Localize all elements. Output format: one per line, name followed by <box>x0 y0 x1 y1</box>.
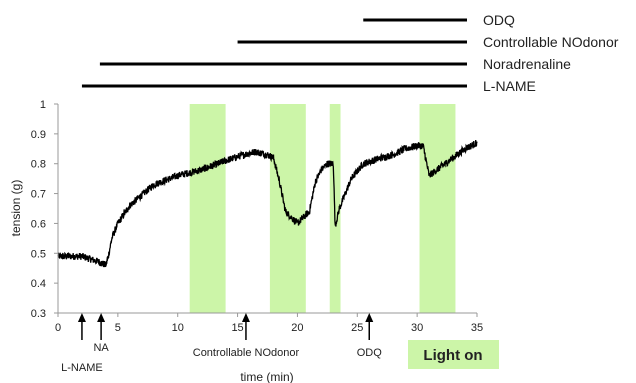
y-axis-label: tension (g) <box>9 180 23 237</box>
legend: Light on <box>408 340 499 369</box>
event-label: ODQ <box>357 347 383 359</box>
x-tick-label: 25 <box>351 322 363 334</box>
x-tick-label: 35 <box>471 322 483 334</box>
x-tick-label: 30 <box>411 322 423 334</box>
event-label: Controllable NOdonor <box>193 347 300 359</box>
tension-trace <box>57 140 478 268</box>
y-tick-label: 0.9 <box>31 129 46 141</box>
y-tick-label: 0.5 <box>31 248 46 260</box>
y-tick-label: 0.8 <box>31 159 46 171</box>
event-arrow-head <box>97 313 106 322</box>
event-label: L-NAME <box>61 362 103 374</box>
series-line <box>57 140 478 268</box>
event-arrow-head <box>241 313 250 322</box>
y-tick-label: 0.3 <box>31 308 46 320</box>
y-tick-label: 0.6 <box>31 218 46 230</box>
y-tick-label: 1 <box>40 99 46 111</box>
light-on-bands <box>189 104 456 313</box>
y-tick-label: 0.4 <box>31 278 46 290</box>
x-tick-label: 0 <box>55 322 61 334</box>
treatment-label: ODQ <box>483 12 515 28</box>
treatment-label: L-NAME <box>483 78 536 94</box>
event-label: NA <box>93 342 109 354</box>
event-arrow-head <box>365 313 374 322</box>
legend-swatch <box>408 340 499 369</box>
treatment-label: Controllable NOdonor <box>483 34 619 50</box>
treatment-bars: L-NAME Noradrenaline Controllable NOdonor O… <box>81 12 619 94</box>
y-tick-label: 0.7 <box>31 189 46 201</box>
light-on-band <box>189 104 226 313</box>
light-on-band <box>269 104 306 313</box>
axes: 0.30.40.50.60.70.80.910 5 10 15 20 25 30 35 <box>31 99 483 334</box>
x-tick-label: 20 <box>291 322 303 334</box>
x-tick-label: 10 <box>172 322 184 334</box>
x-axis-label: time (min) <box>240 370 293 383</box>
light-on-band <box>419 104 456 313</box>
legend-label: Light on <box>423 347 482 364</box>
event-markers: L-NAME NA Controllable NOdonor ODQ <box>61 313 382 374</box>
treatment-label: Noradrenaline <box>483 56 571 72</box>
x-tick-label: 5 <box>115 322 121 334</box>
x-tick-label: 15 <box>231 322 243 334</box>
event-arrow-head <box>77 313 86 322</box>
